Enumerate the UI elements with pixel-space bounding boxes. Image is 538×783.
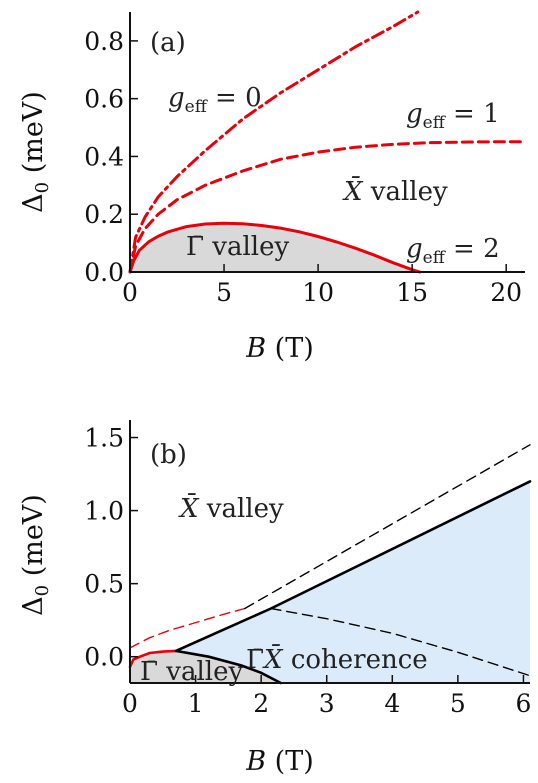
panel-a-ytick-label: 0.2 xyxy=(84,200,124,229)
panel-b-coherence-region xyxy=(175,481,530,683)
panel-b-series-0 xyxy=(128,649,178,669)
panel-b-xtick-label: 2 xyxy=(253,689,269,718)
panel-a-xtick-label: 15 xyxy=(396,278,428,307)
panel-b-ticks: 0 1 2 3 4 5 6 0.0 0.5 1.0 1.5 xyxy=(84,424,531,718)
panel-b-series-4 xyxy=(244,444,531,610)
panel-b-series-1 xyxy=(129,607,246,649)
panel-a-xtick-label: 20 xyxy=(490,278,522,307)
panel-b-label: (b) xyxy=(150,440,187,470)
panel-b-ytick-label: 1.0 xyxy=(84,497,124,526)
panel-a-annotation-geff0: geff = 0 xyxy=(168,83,262,117)
panel-a-shaded-regions xyxy=(130,223,420,272)
panel-b-ylabel: Δ0 (meV) xyxy=(18,494,53,616)
panel-a-axes xyxy=(129,12,525,273)
panel-a-ylabel: Δ0 (meV) xyxy=(18,91,53,213)
panel-a-xtick-label: 5 xyxy=(216,278,232,307)
panel-a-series-2 xyxy=(128,221,422,274)
panel-b: 0 1 2 3 4 5 6 0.0 0.5 1.0 1.5 (b) X̄ valley Γ̄X̄ c… xyxy=(18,420,531,777)
panel-b-xtick-label: 5 xyxy=(450,689,466,718)
panel-b-xtick-label: 6 xyxy=(515,689,531,718)
panel-b-xtick-label: 1 xyxy=(188,689,204,718)
panel-b-shaded-regions xyxy=(130,481,530,683)
panel-b-axes xyxy=(129,420,530,684)
panel-b-annotation-coherence: Γ̄X̄ coherence xyxy=(246,643,428,675)
panel-b-series-3 xyxy=(174,649,283,685)
panel-a-label: (a) xyxy=(150,28,186,58)
panel-b-xtick-label: 4 xyxy=(384,689,400,718)
panel-a-ticks: 0 5 10 15 20 0.0 0.2 0.4 0.6 0.8 xyxy=(84,27,522,307)
panel-a-annotation-geff1: geff = 1 xyxy=(406,99,500,133)
panel-a-annotation-gamma-valley: Γ̄ valley xyxy=(186,232,290,262)
panel-b-annotation-xvalley: X̄ valley xyxy=(178,492,284,524)
panel-a-ytick-label: 0.8 xyxy=(84,27,124,56)
panel-a-series xyxy=(128,10,527,274)
panel-a-annotation-xvalley: X̄ valley xyxy=(342,175,448,207)
panel-a-xtick-label: 0 xyxy=(122,278,138,307)
panel-a-series-1 xyxy=(128,140,527,274)
panel-a-xtick-label: 10 xyxy=(302,278,334,307)
panel-b-ytick-label: 0.0 xyxy=(84,643,124,672)
panel-b-ytick-label: 1.5 xyxy=(84,424,124,453)
panel-b-xlabel: B (T) xyxy=(245,746,314,777)
panel-a-ytick-label: 0.0 xyxy=(84,258,124,287)
panel-a-annotation-geff2: geff = 2 xyxy=(406,234,500,268)
panel-a-gamma-valley-region xyxy=(130,223,420,272)
panel-a-series-0 xyxy=(128,10,420,274)
panel-a: 0 5 10 15 20 0.0 0.2 0.4 0.6 0.8 (a) geff = 0 gef… xyxy=(18,10,527,364)
panel-b-annotation-gamma-valley: Γ̄ valley xyxy=(140,657,244,687)
panel-a-ytick-label: 0.4 xyxy=(84,142,124,171)
panel-b-xtick-label: 0 xyxy=(122,689,138,718)
panel-a-ytick-label: 0.6 xyxy=(84,85,124,114)
panel-b-ytick-label: 0.5 xyxy=(84,570,124,599)
panel-b-series-5 xyxy=(270,607,531,677)
panel-b-series xyxy=(128,444,532,685)
panel-b-gamma-valley-region xyxy=(130,650,281,683)
panel-b-xtick-label: 3 xyxy=(319,689,335,718)
panel-a-xlabel: B (T) xyxy=(245,333,314,364)
